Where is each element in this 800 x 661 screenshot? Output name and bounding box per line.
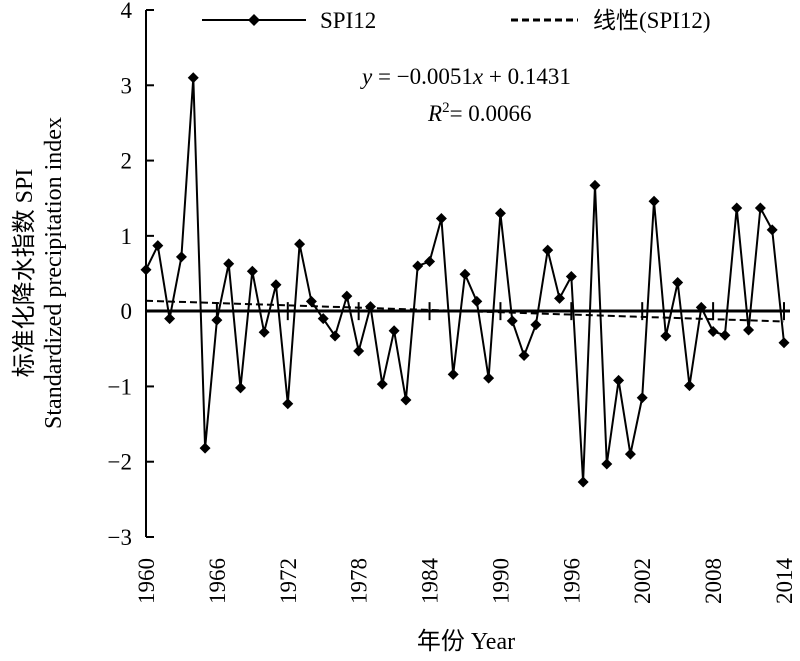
y-tick-label: −3 [108,525,132,550]
trend-equation: y = −0.0051x + 0.1431 [360,64,571,89]
series-line-spi12 [145,77,785,483]
x-tick-label: 1960 [134,558,159,604]
legend-label-trend: 线性(SPI12) [593,8,711,33]
data-point [412,260,424,272]
data-point [577,476,589,488]
data-point [778,337,790,349]
data-point [376,378,388,390]
x-axis-label: 年份 Year [417,628,515,655]
y-tick-label: −1 [108,374,132,399]
data-point [282,398,294,410]
data-point [565,271,577,283]
data-point [388,325,400,337]
data-point [341,290,353,302]
data-point [353,345,365,357]
legend: SPI12 线性(SPI12) [202,8,711,33]
data-point [211,314,223,326]
data-point [672,277,684,289]
data-point [731,202,743,214]
data-point [743,324,755,336]
data-point [719,329,731,341]
data-point [317,313,329,325]
y-tick-label: 1 [121,224,133,249]
data-point [305,295,317,307]
x-tick-label: 1990 [488,558,513,604]
data-point [294,238,306,250]
data-point [459,268,471,280]
data-point [766,224,778,236]
data-point [187,72,199,84]
data-point [400,394,412,406]
data-point [648,195,660,207]
data-point [506,315,518,327]
legend-label-spi12: SPI12 [320,8,376,33]
data-point [447,368,459,380]
data-point [542,244,554,256]
series-spi12 [140,72,790,488]
data-point [530,319,542,331]
x-tick-label: 1984 [418,558,443,605]
legend-marker-spi12 [248,14,260,26]
data-point [695,301,707,313]
trend-line [145,299,785,323]
data-point [329,330,341,342]
data-point [235,382,247,394]
data-point [364,301,376,313]
data-point [601,458,613,470]
data-point [660,330,672,342]
x-tick-label: 1972 [276,558,301,604]
data-point [164,313,176,325]
series-markers [140,72,790,488]
data-point [754,202,766,214]
data-point [140,264,152,276]
data-point [270,279,282,291]
data-point [494,207,506,219]
x-tick-label: 1966 [205,558,230,604]
x-tick-label: 1978 [347,558,372,604]
y-tick-label: 4 [121,0,133,23]
y-tick-label: 2 [121,149,133,174]
data-point [613,374,625,386]
y-tick-label: 0 [121,299,133,324]
data-point [636,392,648,404]
data-point [424,255,436,267]
y-axis-label-english: Standardized precipitation index [41,117,67,429]
data-point [223,258,235,270]
trend-r-squared: R2= 0.0066 [427,100,532,126]
x-ticks: 1960 1966 1972 1978 1984 1990 1996 2002 2008 2014 [134,302,797,604]
y-tick-label: 3 [121,73,133,98]
x-tick-label: 1996 [559,558,584,604]
data-point [199,442,211,454]
y-ticks: 4 3 2 1 0 −1 −2 −3 [108,0,154,550]
data-point [518,350,530,362]
data-point [175,251,187,263]
data-point [683,380,695,392]
data-point [483,372,495,384]
data-point [471,295,483,307]
data-point [707,325,719,337]
data-point [246,265,258,277]
x-tick-label: 2002 [630,558,655,604]
axes: 4 3 2 1 0 −1 −2 −3 1960 1966 1972 1978 1984 1990 1996… [108,0,797,604]
data-point [624,448,636,460]
y-axis-label-chinese: 标准化降水指数 SPI [11,169,38,378]
data-point [554,292,566,304]
x-tick-label: 2008 [701,558,726,604]
data-point [589,179,601,191]
data-point [152,240,164,252]
y-tick-label: −2 [108,450,132,475]
x-tick-label: 2014 [772,558,797,605]
data-point [435,213,447,225]
data-point [258,326,270,338]
